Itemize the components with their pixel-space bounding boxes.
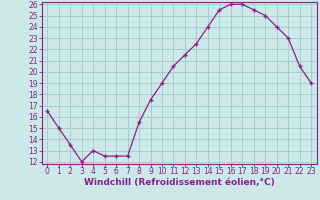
X-axis label: Windchill (Refroidissement éolien,°C): Windchill (Refroidissement éolien,°C) [84, 178, 275, 187]
